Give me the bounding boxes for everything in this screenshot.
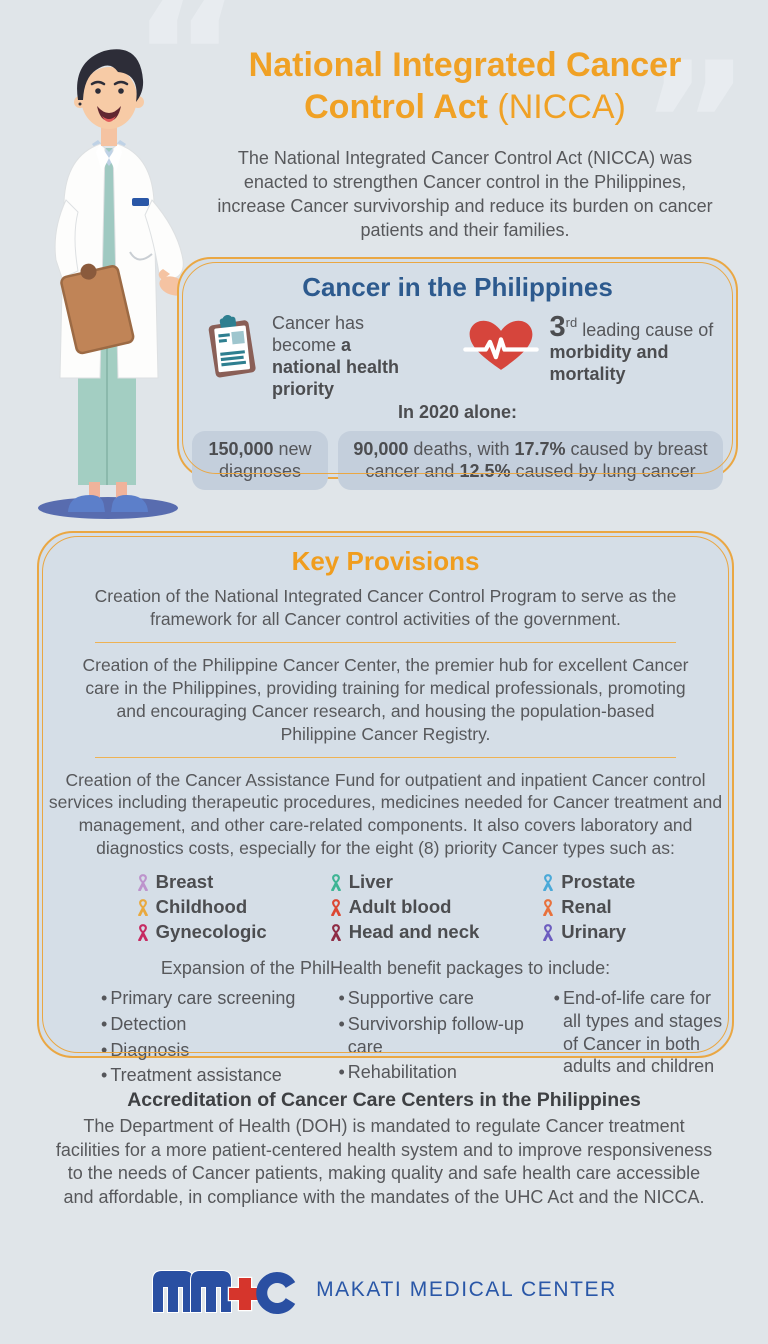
cancer-type-column-1: Breast Childhood Gynecologic [136, 871, 267, 943]
cancer-type-label: Breast [155, 871, 214, 893]
page-title-main: National Integrated Cancer Control Act [248, 46, 682, 127]
awareness-ribbon-icon [329, 898, 343, 917]
benefit-item: Detection [101, 1013, 316, 1036]
benefit-item: Supportive care [338, 987, 531, 1010]
page-title: National Integrated Cancer Control Act (… [200, 44, 730, 128]
cancer-type-label: Childhood [155, 896, 248, 918]
awareness-ribbon-icon [541, 873, 555, 892]
benefit-item: Rehabilitation [338, 1061, 531, 1084]
benefit-item: End-of-life care for all types and stage… [554, 987, 732, 1078]
stat-deaths-t2: caused by breast cancer and [365, 438, 708, 482]
stat-deaths-t1: deaths, with [408, 438, 515, 459]
fact-rank-bold: morbidity and mortality [549, 342, 669, 384]
cancer-type-label: Gynecologic [155, 921, 267, 943]
stat-pills: 150,000 new diagnoses 90,000 deaths, wit… [192, 430, 723, 490]
benefit-item: Treatment assistance [101, 1064, 316, 1087]
cancer-type-label: Adult blood [348, 896, 452, 918]
year-line: In 2020 alone: [397, 401, 518, 422]
accreditation-section: Accreditation of Cancer Care Centers in … [54, 1089, 714, 1209]
footer: MAKATI MEDICAL CENTER [0, 1262, 768, 1318]
priority-cancer-types: Breast Childhood Gynecologic Liver Adult… [39, 871, 732, 943]
stat-diagnoses: 150,000 new diagnoses [192, 430, 328, 490]
fact-leading-cause: 3rd leading cause of morbidity and morta… [462, 313, 723, 401]
cancer-type-breast: Breast [136, 871, 267, 893]
stat-deaths-value: 90,000 [353, 438, 409, 459]
awareness-ribbon-icon [136, 923, 150, 942]
cancer-type-prostate: Prostate [541, 871, 635, 893]
cancer-ph-facts: Cancer has become a national health prio… [203, 313, 722, 401]
benefit-item: Diagnosis [101, 1039, 316, 1062]
fact-national-priority-text: Cancer has become a national health prio… [272, 313, 424, 401]
benefit-item: Primary care screening [101, 987, 316, 1010]
close-quote-mark: ” [640, 26, 751, 222]
org-name: MAKATI MEDICAL CENTER [316, 1278, 617, 1301]
page-title-acronym: (NICCA) [497, 88, 626, 127]
cancer-type-gynecologic: Gynecologic [136, 921, 267, 943]
stat-deaths: 90,000 deaths, with 17.7% caused by brea… [338, 430, 723, 490]
cancer-type-urinary: Urinary [541, 921, 635, 943]
awareness-ribbon-icon [136, 873, 150, 892]
cancer-type-head-neck: Head and neck [329, 921, 480, 943]
fact-priority-pre: Cancer has become [272, 313, 365, 355]
intro-paragraph: The National Integrated Cancer Control A… [217, 148, 713, 240]
benefit-column-2: Supportive care Survivorship follow-up c… [338, 987, 531, 1090]
benefit-item: Survivorship follow-up care [338, 1013, 531, 1058]
benefit-column-1: Primary care screening Detection Diagnos… [101, 987, 316, 1090]
stat-lung-pct: 12.5% [459, 461, 511, 482]
stat-breast-pct: 17.7% [514, 438, 566, 459]
cancer-type-liver: Liver [329, 871, 480, 893]
open-quote-mark: “ [132, 0, 243, 154]
cancer-type-renal: Renal [541, 896, 635, 918]
stat-deaths-t3: caused by lung cancer [510, 461, 696, 482]
mmc-logo-icon [152, 1270, 296, 1314]
cancer-type-label: Liver [348, 871, 393, 893]
provision-program: Creation of the National Integrated Canc… [94, 586, 677, 629]
awareness-ribbon-icon [541, 898, 555, 917]
cancer-type-adult-blood: Adult blood [329, 896, 480, 918]
key-provisions-panel: Key Provisions Creation of the National … [37, 531, 734, 1085]
key-provisions-heading: Key Provisions [291, 546, 480, 576]
fact-leading-cause-text: 3rd leading cause of morbidity and morta… [550, 313, 722, 386]
provision-assistance-fund: Creation of the Cancer Assistance Fund f… [48, 769, 723, 859]
stat-diagnoses-value: 150,000 [208, 438, 274, 459]
cancer-type-label: Urinary [561, 921, 627, 943]
awareness-ribbon-icon [136, 898, 150, 917]
cancer-type-column-3: Prostate Renal Urinary [541, 871, 635, 943]
cancer-in-philippines-panel: Cancer in the Philippines [177, 257, 738, 490]
heart-pulse-icon [462, 320, 539, 370]
stat-diagnoses-label: new diagnoses [218, 438, 312, 482]
cancer-type-label: Renal [561, 896, 612, 918]
cancer-ph-heading: Cancer in the Philippines [302, 272, 613, 302]
divider [95, 641, 676, 643]
rank-suffix: rd [565, 315, 578, 330]
cancer-type-label: Head and neck [348, 921, 480, 943]
awareness-ribbon-icon [541, 923, 555, 942]
clipboard-icon [208, 315, 256, 378]
doctor-illustration [38, 49, 187, 519]
awareness-ribbon-icon [329, 873, 343, 892]
philhealth-benefits: Primary care screening Detection Diagnos… [101, 987, 732, 1090]
rank-number: 3 [549, 311, 566, 343]
cancer-type-column-2: Liver Adult blood Head and neck [329, 871, 480, 943]
accreditation-heading: Accreditation of Cancer Care Centers in … [127, 1089, 641, 1111]
fact-rank-mid: leading cause of [577, 320, 714, 340]
benefit-column-3: End-of-life care for all types and stage… [554, 987, 732, 1090]
cancer-type-label: Prostate [561, 871, 636, 893]
fact-national-priority: Cancer has become a national health prio… [203, 313, 463, 401]
accreditation-body: The Department of Health (DOH) is mandat… [55, 1116, 713, 1207]
awareness-ribbon-icon [329, 923, 343, 942]
fact-priority-bold: a national health priority [272, 334, 400, 399]
provision-cancer-center: Creation of the Philippine Cancer Center… [82, 654, 689, 744]
cancer-type-childhood: Childhood [136, 896, 267, 918]
divider [95, 756, 676, 758]
philhealth-expansion-intro: Expansion of the PhilHealth benefit pack… [160, 958, 611, 979]
